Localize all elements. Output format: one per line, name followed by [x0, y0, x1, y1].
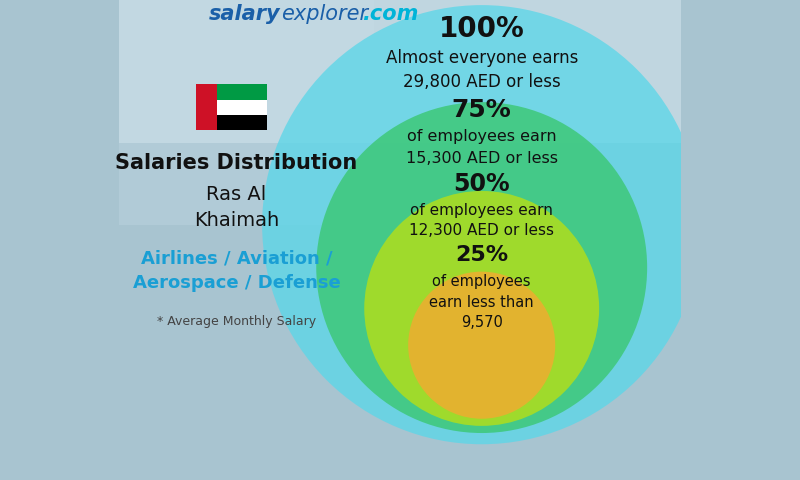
Circle shape: [262, 5, 702, 444]
Text: 75%: 75%: [452, 98, 511, 122]
Text: 25%: 25%: [455, 245, 508, 265]
Bar: [119, 0, 374, 225]
Circle shape: [408, 272, 555, 419]
Text: of employees earn: of employees earn: [407, 129, 557, 144]
Text: explorer: explorer: [282, 4, 369, 24]
Text: salary: salary: [209, 4, 281, 24]
Circle shape: [364, 191, 599, 426]
Text: of employees: of employees: [433, 275, 531, 289]
Circle shape: [316, 102, 647, 433]
Text: * Average Monthly Salary: * Average Monthly Salary: [157, 315, 316, 328]
Bar: [217, 84, 267, 99]
Text: Almost everyone earns: Almost everyone earns: [386, 49, 578, 67]
Text: 12,300 AED or less: 12,300 AED or less: [410, 223, 554, 238]
Text: 15,300 AED or less: 15,300 AED or less: [406, 151, 558, 166]
Text: Salaries Distribution: Salaries Distribution: [115, 154, 358, 173]
Bar: [217, 115, 267, 130]
Text: 29,800 AED or less: 29,800 AED or less: [403, 72, 561, 91]
Bar: [217, 99, 267, 115]
Bar: [196, 84, 217, 130]
Text: 50%: 50%: [454, 172, 510, 196]
Text: earn less than: earn less than: [430, 295, 534, 310]
Bar: [119, 0, 681, 143]
Text: 9,570: 9,570: [461, 315, 502, 330]
Text: .com: .com: [362, 4, 418, 24]
Text: Airlines / Aviation /
Aerospace / Defense: Airlines / Aviation / Aerospace / Defens…: [133, 249, 341, 292]
Text: of employees earn: of employees earn: [410, 203, 553, 218]
Text: Ras Al
Khaimah: Ras Al Khaimah: [194, 185, 279, 230]
Text: 100%: 100%: [439, 14, 525, 43]
